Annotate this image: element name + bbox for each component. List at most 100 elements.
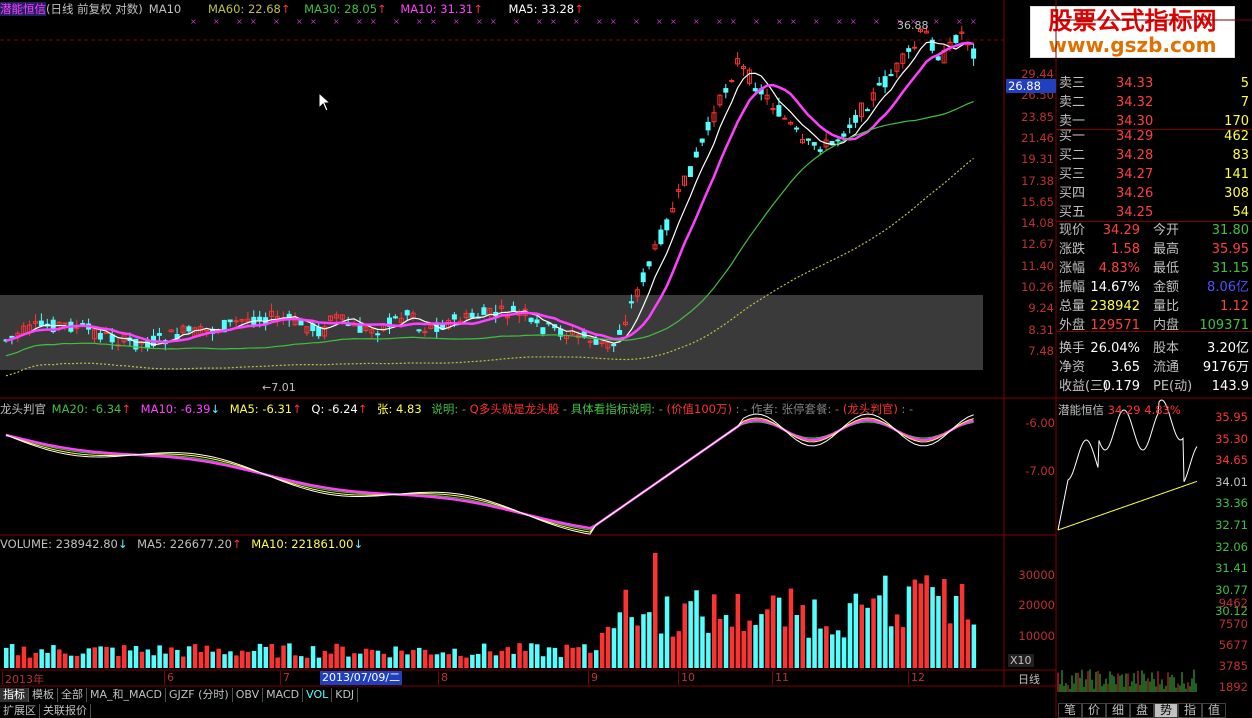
volume-unit: X10 — [1008, 654, 1034, 667]
volume-bar — [747, 620, 752, 668]
candle — [835, 139, 841, 142]
tab-ma-macd[interactable]: MA_和_MACD — [87, 688, 166, 702]
volume-bar — [127, 650, 133, 668]
intraday-vol-tick: 1892 — [1218, 680, 1248, 694]
ma5-value: MA5: 33.28 — [508, 2, 575, 16]
tab-obv[interactable]: OBV — [233, 688, 264, 702]
current-price-tag: 26.88 — [1006, 79, 1056, 93]
candle — [923, 30, 929, 34]
stock-title[interactable]: 潜能恒信 — [0, 2, 46, 16]
ind-axis-tick-2: -7.00 — [1025, 464, 1055, 478]
volume-bar — [204, 645, 210, 668]
signal-marker: × — [476, 17, 483, 26]
vol-axis-tick-1: 30000 — [1018, 568, 1055, 582]
tab-vol[interactable]: VOL — [303, 688, 333, 702]
signal-marker: × — [730, 17, 737, 26]
stat-value: 31.80 — [1211, 223, 1249, 238]
volume-bar — [263, 646, 269, 668]
volume-bar — [971, 624, 977, 668]
period-label[interactable]: 日线 — [1018, 673, 1040, 686]
signal-marker: × — [490, 17, 497, 26]
chart-period[interactable]: (日线 前复权 对数) — [46, 2, 143, 16]
tab-macd[interactable]: MACD — [263, 688, 304, 702]
mouse-cursor-icon — [318, 92, 332, 112]
price-axis-tick: 23.85 — [1021, 109, 1054, 124]
tab-index[interactable]: 指 — [1178, 703, 1202, 718]
volume-bar — [859, 604, 864, 668]
price-axis-tick: 10.26 — [1021, 280, 1054, 294]
price-axis-tick: 12.67 — [1021, 237, 1054, 252]
candle — [776, 105, 782, 117]
tab-trend[interactable]: 势 — [1154, 703, 1178, 718]
price-axis-tick: 7.48 — [1028, 343, 1054, 358]
signal-marker: × — [356, 17, 363, 26]
intraday-title[interactable]: 潜能恒信 — [1058, 403, 1104, 417]
tab-template[interactable]: 模板 — [29, 688, 58, 702]
candle — [935, 56, 941, 61]
tab-book[interactable]: 盘 — [1130, 703, 1154, 718]
candle — [9, 335, 15, 338]
candle — [782, 117, 788, 120]
tab-all[interactable]: 全部 — [58, 688, 87, 702]
volume-bar — [529, 643, 534, 668]
intraday-pct: 4.83% — [1144, 403, 1181, 417]
volume-bar — [535, 644, 540, 668]
indicator-name[interactable]: 龙头判官 — [0, 402, 46, 416]
tab-value[interactable]: 值 — [1202, 703, 1226, 718]
signal-marker: × — [236, 17, 243, 26]
signal-marker: × — [956, 17, 963, 26]
indicator-end: : - — [901, 402, 914, 416]
stat-value: 3.20亿 — [1207, 341, 1249, 356]
candle — [481, 307, 487, 316]
tab-gjzf[interactable]: GJZF (分时) — [166, 688, 233, 702]
stat-row: 现价 34.29 今开 31.80 — [1056, 221, 1252, 240]
volume-bar — [924, 575, 929, 668]
stat-value: 9176万 — [1202, 360, 1249, 375]
candle — [788, 122, 794, 125]
ind-ma20-line — [5, 421, 974, 531]
volume-bar — [245, 651, 251, 668]
price-axis-tick: 8.31 — [1028, 322, 1054, 337]
tab-indicator[interactable]: 指标 — [0, 688, 29, 702]
candle — [864, 109, 870, 112]
main-chart-header: 潜能恒信(日线 前复权 对数) MA10 — [0, 2, 187, 16]
candle — [534, 319, 540, 324]
candle — [711, 112, 717, 123]
signal-marker: × — [296, 17, 303, 26]
volume-bar — [841, 637, 847, 668]
tab-kdj[interactable]: KDJ — [332, 688, 359, 702]
signal-marker: × — [273, 17, 280, 26]
bid-volume: 462 — [1224, 129, 1249, 144]
candle — [859, 102, 864, 118]
tab-price[interactable]: 价 — [1082, 703, 1106, 718]
stat-label: 涨幅 — [1059, 261, 1086, 276]
volume-bar — [310, 646, 316, 668]
tab-detail[interactable]: 细 — [1106, 703, 1130, 718]
tab-extension[interactable]: 扩展区 — [0, 704, 40, 718]
signal-marker: × — [596, 17, 603, 26]
volume-bar — [629, 617, 634, 668]
intraday-axis-tick: 32.06 — [1215, 539, 1248, 554]
volume-bar — [906, 586, 912, 668]
date-axis-label: 10 — [678, 671, 695, 685]
tab-tick[interactable]: 笔 — [1058, 703, 1082, 718]
volume-bar — [599, 632, 605, 668]
stat-row: 涨跌 1.58 最高 35.95 — [1056, 240, 1252, 259]
main-ma-label[interactable]: MA10 — [148, 2, 182, 16]
candle — [375, 333, 381, 336]
volume-bar — [800, 605, 805, 668]
tab-related-quote[interactable]: 关联报价 — [40, 704, 91, 718]
indicator-desc: 说明: - — [431, 402, 467, 416]
candle — [847, 124, 853, 129]
candle — [204, 329, 210, 332]
volume-bar — [299, 656, 304, 668]
indicator-ma20: MA20: -6.34 — [51, 402, 122, 416]
ask-row: 卖二 34.32 7 — [1056, 93, 1252, 112]
candle — [664, 219, 670, 231]
bid-price: 34.26 — [1116, 186, 1154, 201]
volume-bar — [765, 609, 770, 668]
volume-bar — [942, 579, 947, 668]
volume-bar — [405, 654, 410, 668]
